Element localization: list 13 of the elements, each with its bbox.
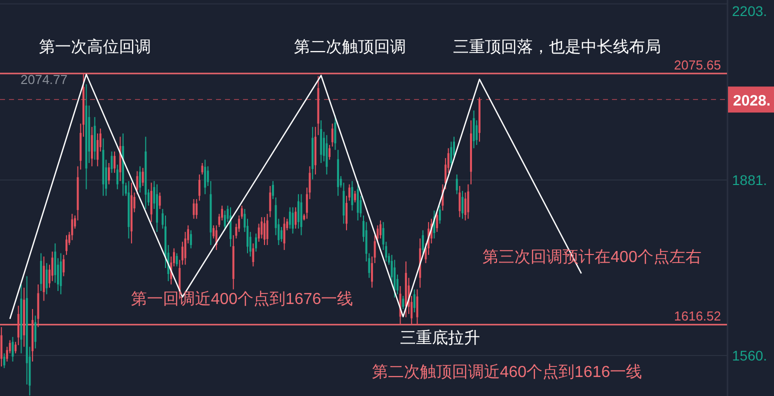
annotation: 第二次触顶回调近460个点到1616一线 [372, 363, 642, 381]
y-tick-label: 1881. [732, 172, 768, 188]
annotation: 三重顶回落，也是中长线布局 [453, 38, 661, 56]
ref-line-label: 2028. [733, 92, 771, 110]
y-tick-label: 2203. [732, 3, 768, 19]
annotation: 2074.77 [20, 72, 68, 87]
annotation: 三重底拉升 [400, 329, 480, 347]
y-tick-label: 1560. [732, 348, 768, 364]
ref-line-label: 2075.65 [674, 57, 721, 72]
ref-line-label: 1616.52 [674, 308, 721, 324]
annotation: 第二次触顶回调 [294, 39, 406, 56]
annotation: 第一次高位回调 [39, 38, 151, 56]
annotation: 第一回调近400个点到1676一线 [130, 290, 354, 308]
